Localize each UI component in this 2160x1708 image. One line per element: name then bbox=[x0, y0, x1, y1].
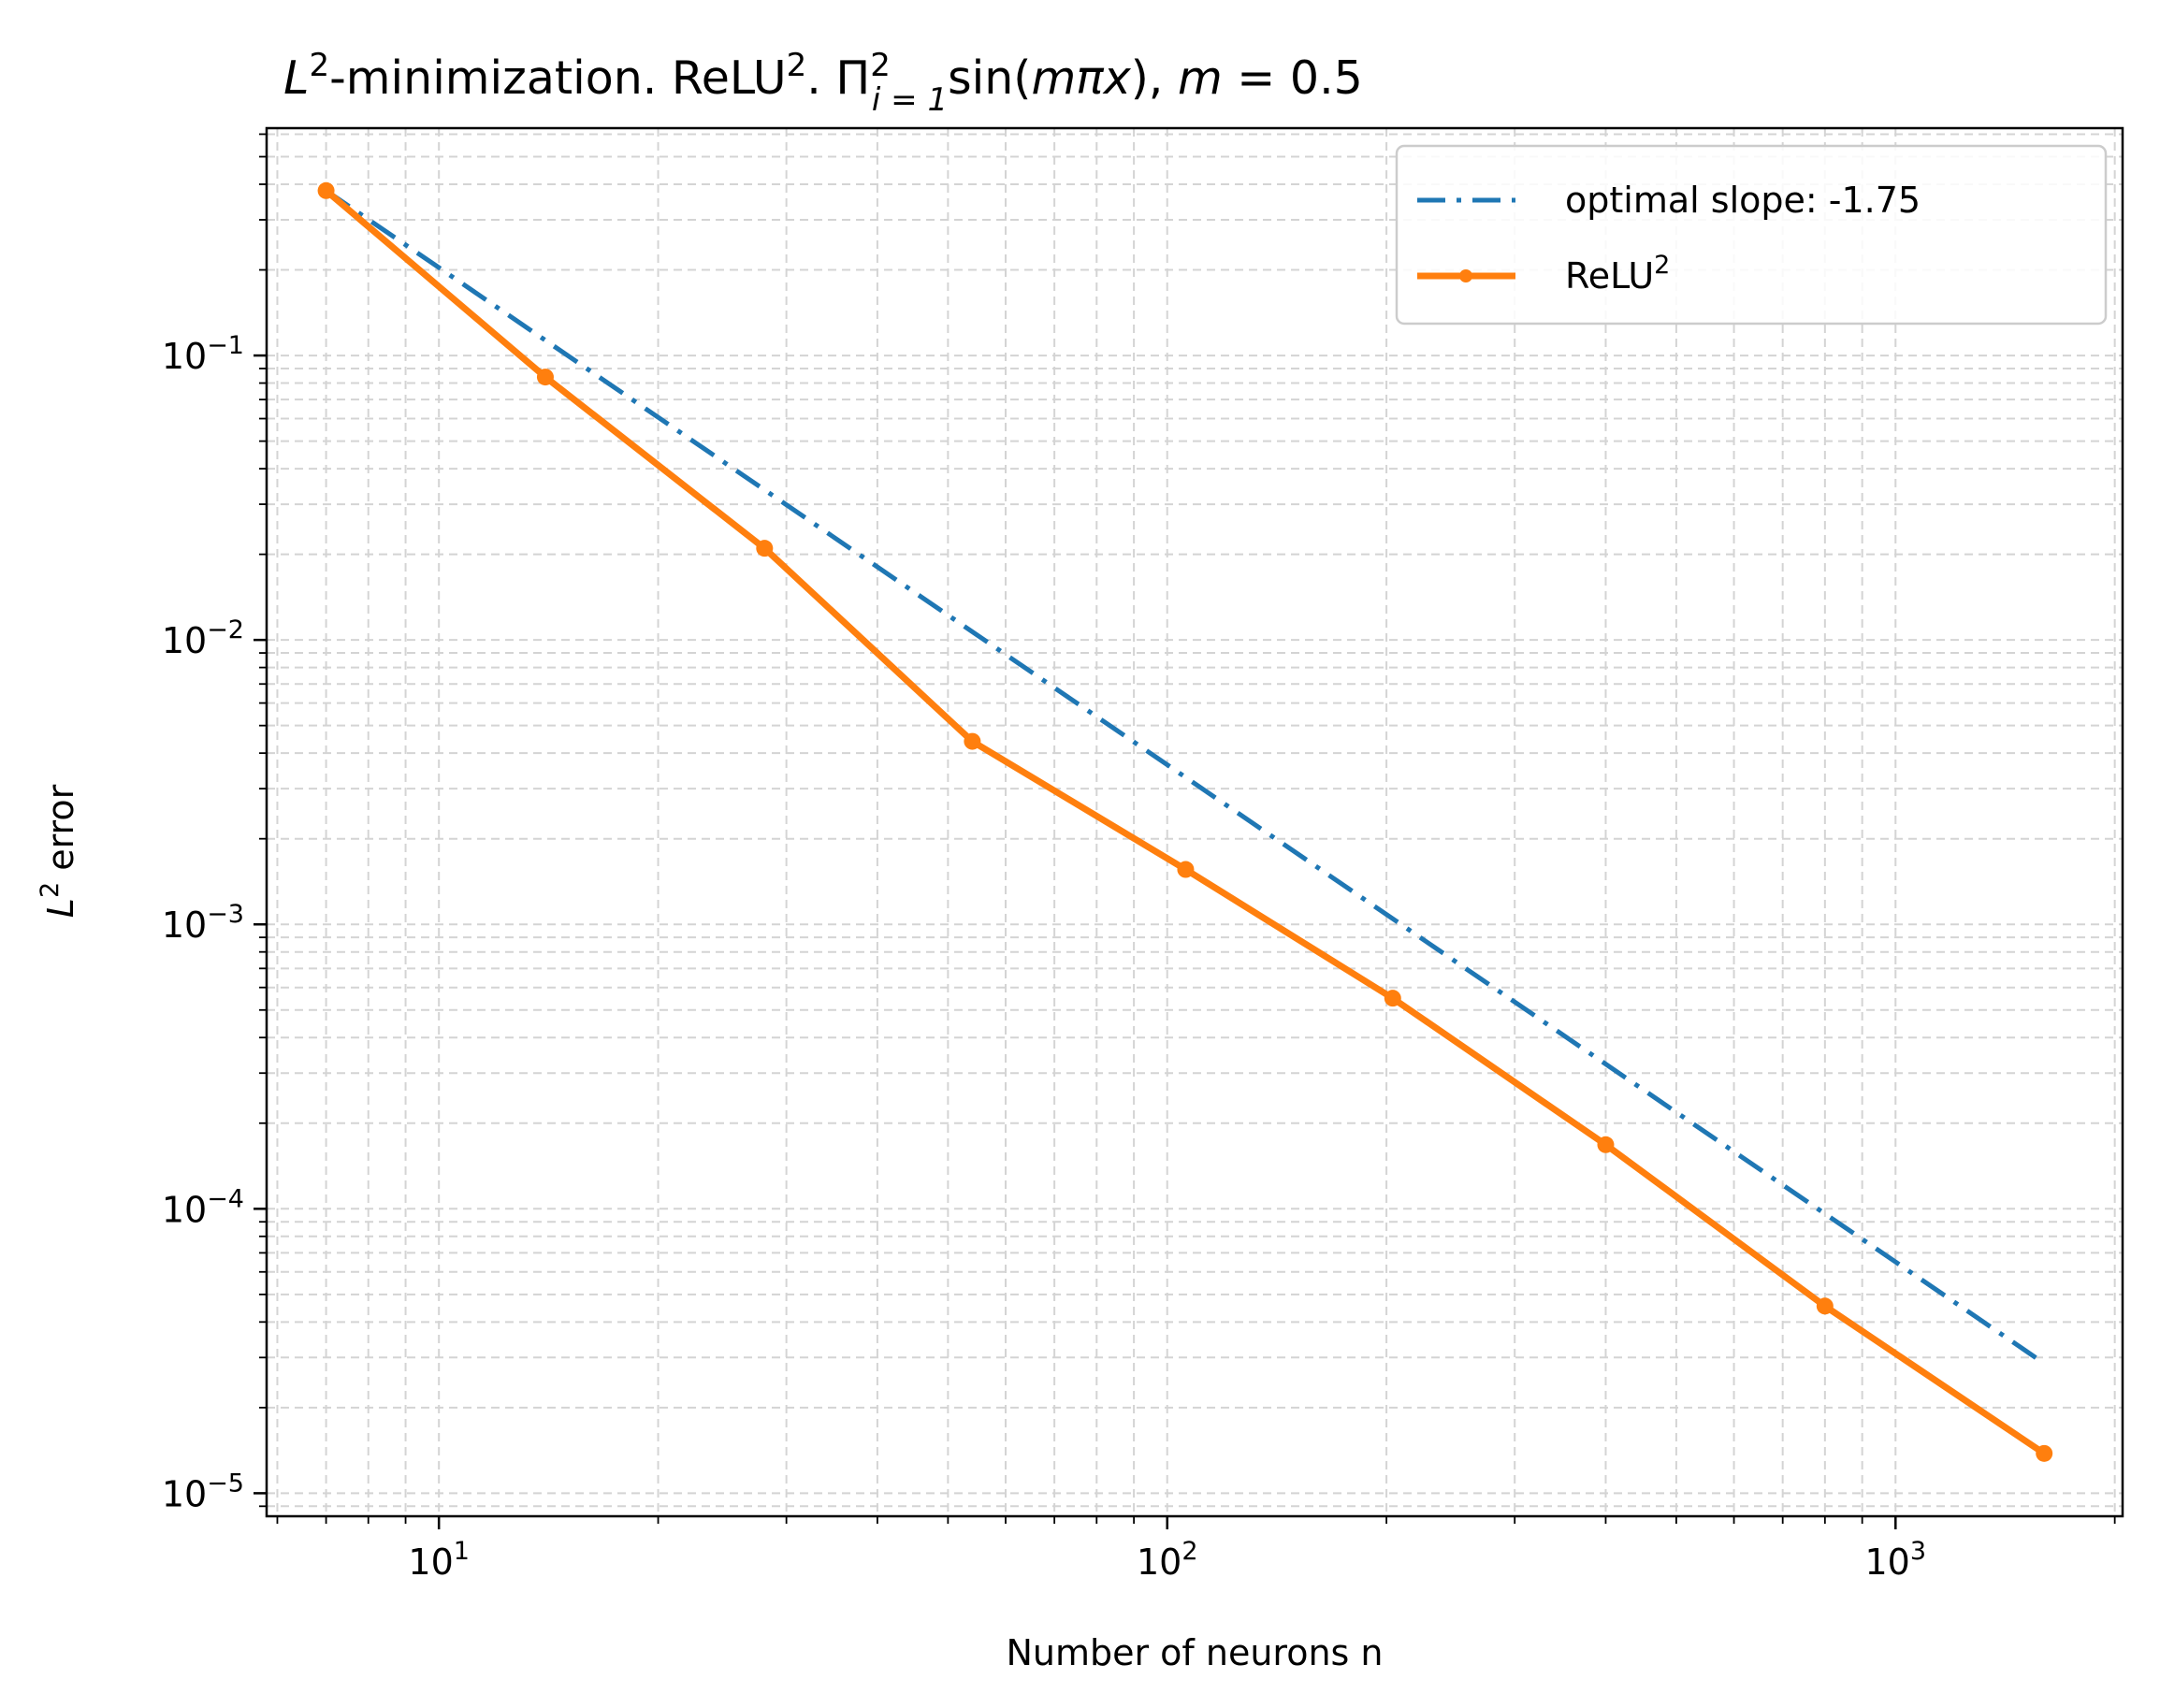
y-axis-label-sup: 2 bbox=[36, 882, 65, 898]
title-prod-sup: 2 bbox=[870, 47, 891, 84]
series-point bbox=[1384, 990, 1401, 1007]
legend-marker-relu bbox=[1459, 269, 1472, 282]
legend-label-relu-sup: 2 bbox=[1654, 251, 1670, 280]
series-point bbox=[2036, 1444, 2053, 1462]
title-part1: -minimization. ReLU bbox=[329, 51, 787, 105]
title-relu-sup: 2 bbox=[787, 47, 807, 84]
title-part3: sin( bbox=[948, 51, 1031, 105]
title-part2: . Π bbox=[806, 51, 870, 105]
x-tick-label: 103 bbox=[1865, 1537, 1927, 1583]
x-axis-label: Number of neurons n bbox=[1006, 1632, 1383, 1673]
y-tick-label: 10−1 bbox=[162, 331, 244, 377]
y-tick-label: 10−5 bbox=[162, 1469, 244, 1514]
x-tick-label: 101 bbox=[408, 1537, 470, 1583]
chart-title: L2-minimization. ReLU2. Π2 i = 1sin(mπx),… bbox=[283, 47, 1363, 119]
x-tick-label: 102 bbox=[1137, 1537, 1198, 1583]
y-tick-label: 10−2 bbox=[162, 615, 244, 661]
y-axis-label-rest: error bbox=[40, 784, 81, 881]
legend-label-relu-text: ReLU bbox=[1565, 255, 1654, 297]
series-layer bbox=[317, 181, 2053, 1462]
legend-box bbox=[1395, 144, 2108, 326]
series-point bbox=[1597, 1136, 1615, 1153]
title-l-sup: 2 bbox=[309, 47, 329, 84]
title-prod-sub: i = 1 bbox=[872, 81, 948, 119]
title-pi-var: π bbox=[1076, 51, 1105, 105]
series-point bbox=[1816, 1297, 1834, 1315]
title-l-var: L bbox=[283, 51, 309, 105]
legend-label-optimal-slope: optimal slope: -1.75 bbox=[1565, 180, 1921, 221]
series-point bbox=[964, 732, 981, 750]
plot-frame bbox=[265, 126, 2124, 1518]
legend: optimal slope: -1.75 ReLU2 bbox=[1395, 144, 2108, 326]
title-m-var-2: m bbox=[1178, 51, 1223, 105]
y-tick-label: 10−4 bbox=[162, 1184, 244, 1230]
series-point bbox=[1177, 861, 1195, 878]
axes: 101 102 103 10−1 10−2 10−3 10−4 10−5 bbox=[162, 126, 2124, 1583]
title-x-var: x bbox=[1102, 51, 1132, 105]
grid bbox=[267, 128, 2123, 1516]
series-point bbox=[536, 369, 554, 386]
legend-label-relu: ReLU2 bbox=[1565, 251, 1670, 297]
series-point bbox=[756, 540, 774, 557]
title-part5: = 0.5 bbox=[1223, 51, 1363, 105]
y-tick-label: 10−3 bbox=[162, 900, 244, 946]
y-axis-label: L2 error bbox=[36, 784, 81, 918]
series-line-0 bbox=[325, 188, 2046, 1366]
title-m-var: m bbox=[1031, 51, 1076, 105]
series-point bbox=[317, 181, 335, 199]
y-axis-label-var: L bbox=[40, 898, 81, 918]
title-part4: ), bbox=[1131, 51, 1178, 105]
